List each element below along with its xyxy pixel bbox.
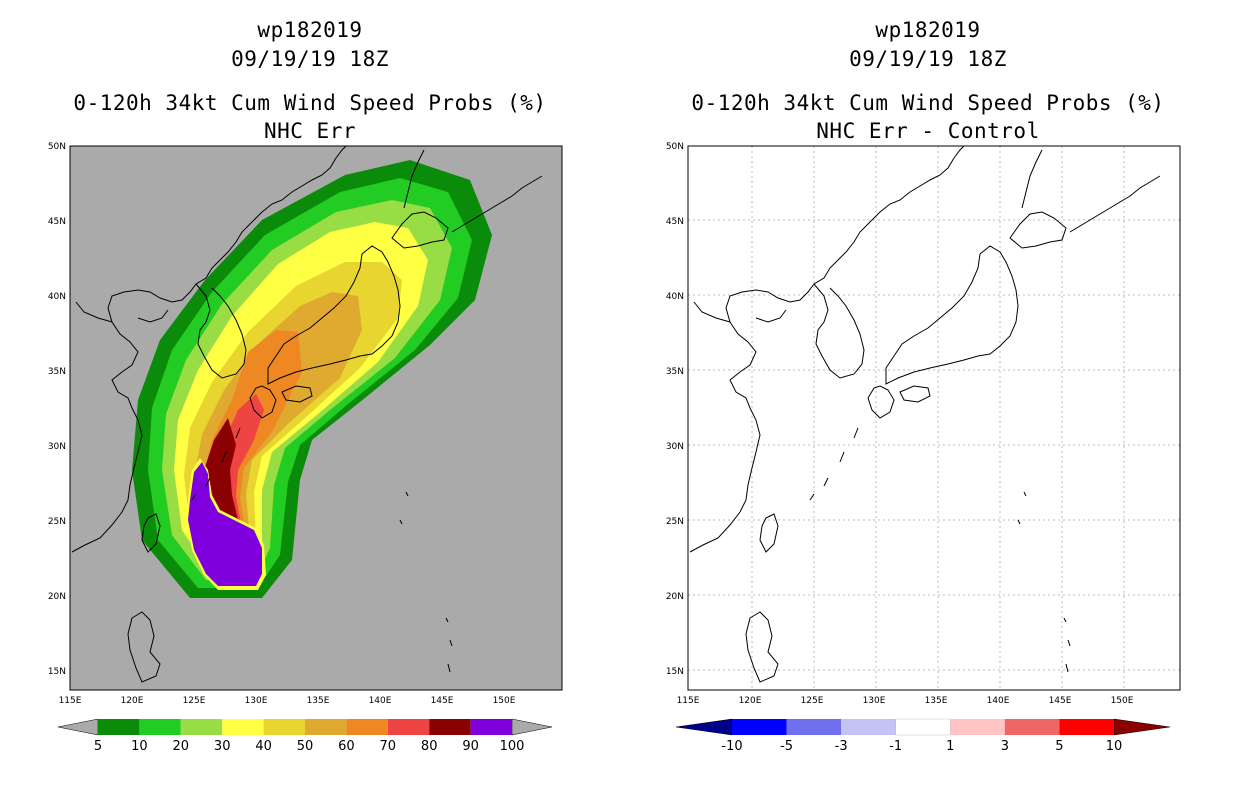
right-colorbar-label: -3 — [835, 739, 848, 754]
left-title-storm-id: wp182019 — [257, 18, 363, 42]
right-lat-label: 20N — [666, 592, 684, 602]
right-lon-label: 140E — [987, 696, 1010, 706]
left-colorbar-swatch — [346, 719, 388, 735]
right-title-subtitle: NHC Err - Control — [816, 119, 1040, 143]
right-colorbar-label: 5 — [1055, 739, 1063, 754]
right-colorbar-low-arrow — [675, 718, 733, 736]
left-colorbar-swatch — [305, 719, 347, 735]
right-title-product: 0-120h 34kt Cum Wind Speed Probs (%) — [691, 91, 1165, 115]
left-colorbar-label: 80 — [421, 739, 438, 754]
right-colorbar-swatch — [895, 718, 951, 736]
left-title-datetime: 09/19/19 18Z — [231, 47, 389, 71]
right-map — [687, 145, 1181, 691]
left-lon-label: 115E — [59, 696, 82, 706]
left-colorbar-label: 50 — [297, 739, 314, 754]
left-colorbar-label: 5 — [94, 739, 102, 754]
left-lat-label: 50N — [48, 142, 66, 152]
right-colorbar-label: -5 — [780, 739, 793, 754]
left-lat-label: 15N — [48, 667, 66, 677]
right-lon-label: 125E — [801, 696, 824, 706]
left-lon-label: 150E — [493, 696, 516, 706]
right-lat-label: 15N — [666, 667, 684, 677]
left-lat-label: 25N — [48, 517, 66, 527]
left-lon-label: 120E — [121, 696, 144, 706]
left-lat-label: 35N — [48, 367, 66, 377]
right-lon-label: 115E — [677, 696, 700, 706]
left-lat-label: 30N — [48, 442, 66, 452]
left-lat-label: 20N — [48, 592, 66, 602]
left-colorbar-low-arrow — [57, 718, 99, 736]
right-lat-label: 30N — [666, 442, 684, 452]
left-colorbar-label: 70 — [380, 739, 397, 754]
right-colorbar-label: 10 — [1106, 739, 1123, 754]
left-title-product: 0-120h 34kt Cum Wind Speed Probs (%) — [73, 91, 547, 115]
right-lat-label: 50N — [666, 142, 684, 152]
right-lat-label: 35N — [666, 367, 684, 377]
left-colorbar-label: 30 — [214, 739, 231, 754]
left-title-subtitle: NHC Err — [263, 119, 356, 143]
left-colorbar-high-arrow — [511, 718, 553, 736]
right-map-frame — [687, 145, 1181, 691]
right-lat-label: 40N — [666, 292, 684, 302]
left-colorbar-swatch — [429, 719, 471, 735]
left-colorbar-swatch — [263, 719, 305, 735]
swath-100 — [188, 462, 262, 586]
right-colorbar-label: 3 — [1001, 739, 1009, 754]
right-colorbar-swatch — [1059, 719, 1114, 735]
left-colorbar-label: 90 — [462, 739, 479, 754]
right-lat-label: 45N — [666, 217, 684, 227]
left-colorbar-label: 100 — [500, 739, 525, 754]
right-colorbar-label: -10 — [721, 739, 742, 754]
left-colorbar-swatch — [98, 719, 140, 735]
left-colorbar-swatch — [139, 719, 181, 735]
right-colorbar-swatch — [1004, 719, 1060, 735]
left-colorbar-label: 60 — [338, 739, 355, 754]
right-colorbar-label: -1 — [889, 739, 902, 754]
right-lat-label: 25N — [666, 517, 684, 527]
right-colorbar-swatch — [950, 719, 1005, 735]
right-map-background — [688, 146, 1180, 690]
left-lat-label: 45N — [48, 217, 66, 227]
right-lon-label: 120E — [739, 696, 762, 706]
right-colorbar-swatch — [732, 719, 787, 735]
left-lon-label: 135E — [307, 696, 330, 706]
left-colorbar: 5 10 20 30 40 50 60 70 80 90 100 — [57, 718, 553, 754]
right-lon-label: 130E — [863, 696, 886, 706]
right-colorbar: -10 -5 -3 -1 1 3 5 10 — [675, 718, 1171, 754]
left-lon-label: 140E — [369, 696, 392, 706]
right-gridlines — [688, 146, 1180, 690]
left-lon-label: 130E — [245, 696, 268, 706]
right-lon-label: 135E — [925, 696, 948, 706]
left-colorbar-swatch — [387, 719, 430, 735]
left-colorbar-label: 10 — [131, 739, 148, 754]
left-colorbar-swatch — [222, 719, 264, 735]
left-colorbar-label: 20 — [173, 739, 190, 754]
left-map-frame — [69, 145, 563, 691]
left-lon-label: 145E — [431, 696, 454, 706]
left-colorbar-swatch — [180, 719, 223, 735]
right-lon-label: 145E — [1049, 696, 1072, 706]
right-title-datetime: 09/19/19 18Z — [849, 47, 1007, 71]
right-colorbar-swatch — [786, 719, 842, 735]
right-colorbar-high-arrow — [1113, 718, 1171, 736]
left-map — [69, 145, 563, 691]
right-lon-label: 150E — [1111, 696, 1134, 706]
right-colorbar-swatch — [841, 719, 896, 735]
left-lat-label: 40N — [48, 292, 66, 302]
left-colorbar-swatch — [470, 719, 512, 735]
left-probability-swath — [132, 160, 492, 598]
right-title-storm-id: wp182019 — [875, 18, 981, 42]
left-lon-label: 125E — [183, 696, 206, 706]
right-colorbar-label: 1 — [946, 739, 954, 754]
left-colorbar-label: 40 — [255, 739, 272, 754]
